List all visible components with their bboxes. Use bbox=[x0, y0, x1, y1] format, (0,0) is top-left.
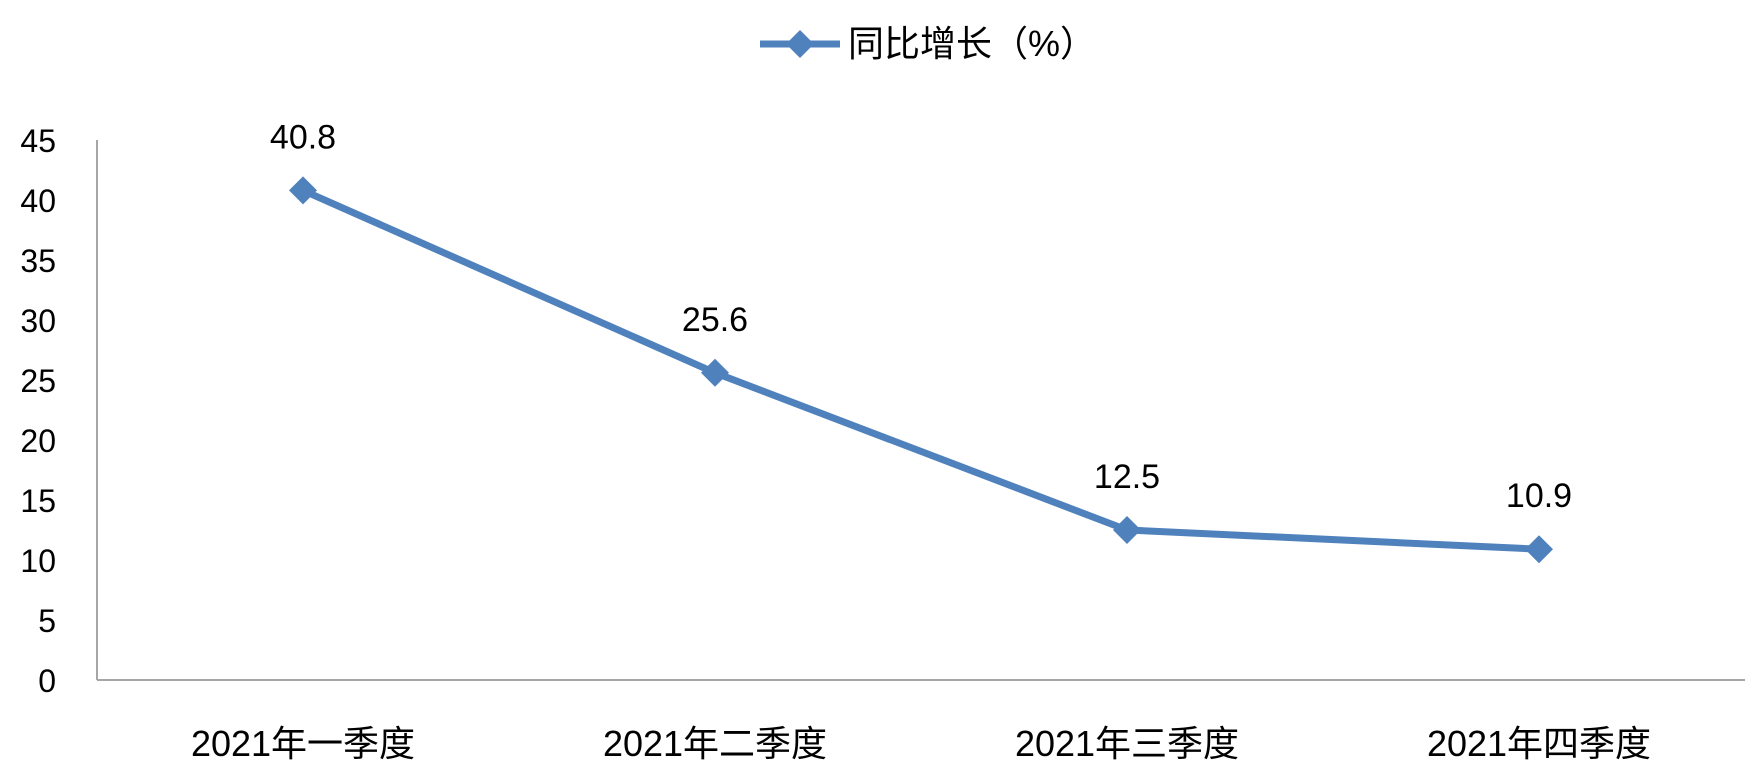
x-category-label: 2021年二季度 bbox=[603, 723, 827, 764]
x-category-label: 2021年三季度 bbox=[1015, 723, 1239, 764]
axes bbox=[96, 140, 1745, 681]
data-labels: 40.8 25.6 12.5 10.9 bbox=[270, 118, 1572, 515]
y-tick-label: 25 bbox=[20, 363, 56, 399]
x-category-labels: 2021年一季度 2021年二季度 2021年三季度 2021年四季度 bbox=[191, 723, 1651, 764]
data-point-marker bbox=[289, 176, 317, 205]
x-category-label: 2021年一季度 bbox=[191, 723, 415, 764]
legend-series-name: 同比增长（%） bbox=[848, 23, 1096, 64]
y-tick-labels: 0 5 10 15 20 25 30 35 40 45 bbox=[20, 123, 56, 699]
y-tick-label: 20 bbox=[20, 423, 56, 459]
series-line bbox=[299, 186, 1543, 553]
data-point-marker bbox=[1525, 535, 1553, 564]
data-label: 25.6 bbox=[682, 301, 748, 339]
data-label: 10.9 bbox=[1506, 477, 1572, 515]
y-tick-label: 30 bbox=[20, 303, 56, 339]
data-label: 12.5 bbox=[1094, 458, 1160, 496]
y-tick-label: 35 bbox=[20, 243, 56, 279]
x-category-label: 2021年四季度 bbox=[1427, 723, 1651, 764]
y-tick-label: 5 bbox=[38, 603, 56, 639]
y-tick-label: 15 bbox=[20, 483, 56, 519]
series-group bbox=[289, 176, 1553, 564]
legend-diamond-marker-icon bbox=[786, 30, 814, 58]
y-tick-label: 45 bbox=[20, 123, 56, 159]
data-label: 40.8 bbox=[270, 118, 336, 156]
data-point-marker bbox=[701, 358, 729, 387]
y-tick-label: 10 bbox=[20, 543, 56, 579]
y-tick-label: 0 bbox=[38, 663, 56, 699]
data-point-marker bbox=[1113, 516, 1141, 544]
y-tick-label: 40 bbox=[20, 183, 56, 219]
legend: 同比增长（%） bbox=[760, 23, 1096, 64]
